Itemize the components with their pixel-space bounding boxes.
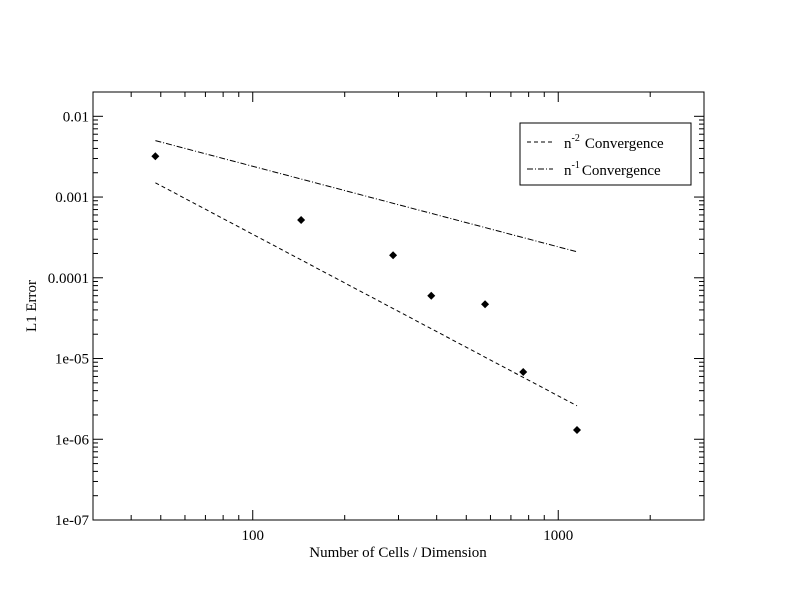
legend-box	[519, 122, 692, 186]
legend-label-n2: n-2 Convergence	[564, 133, 664, 152]
y-tick-label: 1e-05	[55, 352, 89, 368]
legend: n-2 Convergence n-1 Convergence	[519, 122, 692, 186]
data-point	[297, 215, 306, 224]
series-line-1	[155, 182, 578, 407]
y-tick-label: 1e-06	[55, 432, 90, 448]
data-point	[573, 426, 582, 435]
x-tick-label: 1000	[543, 528, 573, 544]
data-point	[151, 152, 160, 161]
series-line-2	[155, 140, 578, 253]
y-tick-label: 0.01	[63, 109, 89, 125]
y-axis-label: L1 Error	[24, 280, 40, 332]
x-tick-label: 100	[241, 528, 264, 544]
y-tick-label: 1e-07	[55, 513, 90, 529]
data-point	[519, 368, 528, 377]
x-axis-label: Number of Cells / Dimension	[309, 545, 487, 561]
y-tick-label: 0.0001	[48, 271, 89, 287]
data-point	[481, 300, 490, 309]
y-tick-label: 0.001	[55, 190, 89, 206]
data-point	[427, 291, 436, 300]
legend-label-n1: n-1 Convergence	[564, 160, 661, 179]
data-point	[389, 251, 398, 260]
